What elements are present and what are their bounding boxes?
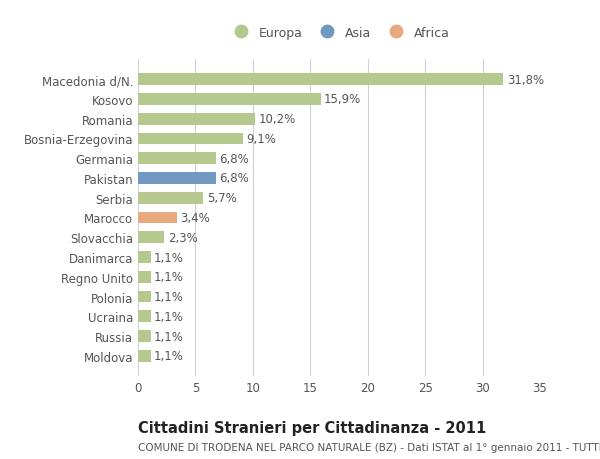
Bar	[138, 153, 216, 165]
Text: 5,7%: 5,7%	[207, 192, 236, 205]
Text: 2,3%: 2,3%	[168, 231, 197, 244]
Text: 9,1%: 9,1%	[246, 133, 276, 146]
Bar	[138, 232, 164, 244]
Legend: Europa, Asia, Africa: Europa, Asia, Africa	[223, 22, 455, 45]
Bar	[138, 113, 255, 125]
Text: 3,4%: 3,4%	[181, 212, 210, 224]
Text: 1,1%: 1,1%	[154, 271, 184, 284]
Text: 1,1%: 1,1%	[154, 291, 184, 303]
Bar	[138, 271, 151, 283]
Bar	[138, 252, 151, 263]
Bar	[138, 173, 216, 185]
Text: Cittadini Stranieri per Cittadinanza - 2011: Cittadini Stranieri per Cittadinanza - 2…	[138, 420, 486, 435]
Text: 31,8%: 31,8%	[506, 73, 544, 86]
Text: 6,8%: 6,8%	[220, 152, 249, 165]
Bar	[138, 212, 177, 224]
Text: COMUNE DI TRODENA NEL PARCO NATURALE (BZ) - Dati ISTAT al 1° gennaio 2011 - TUTT: COMUNE DI TRODENA NEL PARCO NATURALE (BZ…	[138, 442, 600, 452]
Bar	[138, 94, 320, 106]
Text: 1,1%: 1,1%	[154, 310, 184, 323]
Text: 1,1%: 1,1%	[154, 330, 184, 343]
Bar	[138, 74, 503, 86]
Bar	[138, 311, 151, 323]
Text: 10,2%: 10,2%	[259, 113, 296, 126]
Bar	[138, 291, 151, 303]
Text: 1,1%: 1,1%	[154, 251, 184, 264]
Text: 15,9%: 15,9%	[324, 93, 361, 106]
Bar	[138, 133, 242, 145]
Text: 1,1%: 1,1%	[154, 350, 184, 363]
Bar	[138, 350, 151, 362]
Text: 6,8%: 6,8%	[220, 172, 249, 185]
Bar	[138, 330, 151, 342]
Bar	[138, 192, 203, 204]
